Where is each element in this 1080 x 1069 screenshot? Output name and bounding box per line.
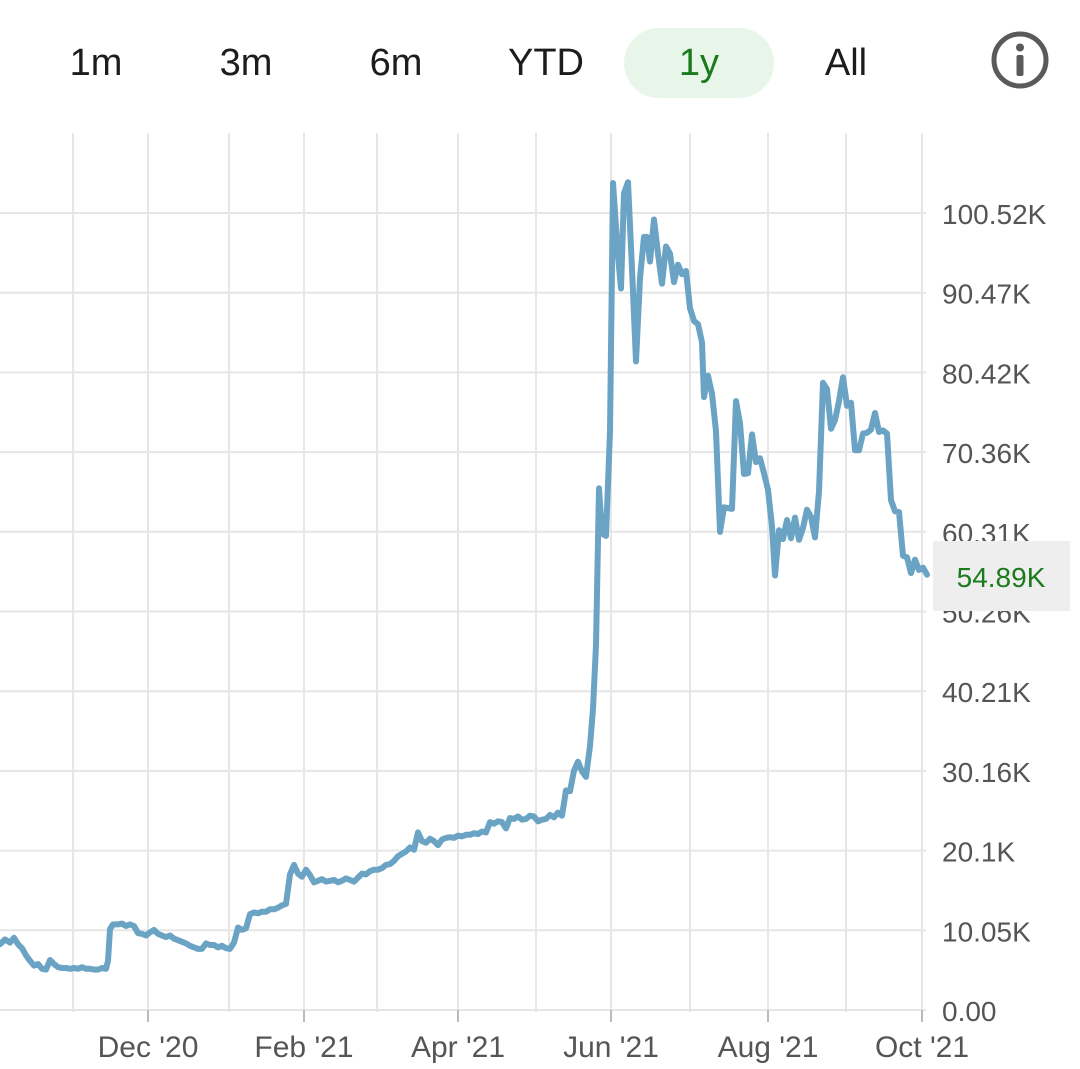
price-series-line <box>0 179 930 973</box>
x-tick-label: Feb '21 <box>254 1031 353 1064</box>
x-tick-label: Aug '21 <box>718 1031 819 1064</box>
y-tick-label: 30.16K <box>942 757 1031 788</box>
y-axis: 0.0010.05K20.1K30.16K40.21K50.26K60.31K7… <box>942 199 1047 1027</box>
current-price-label: 54.89K <box>957 562 1046 593</box>
x-tick-label: Dec '20 <box>98 1031 199 1064</box>
y-tick-label: 70.36K <box>942 438 1031 469</box>
range-3m-button[interactable]: 3m <box>219 41 273 84</box>
range-1y-button[interactable]: 1y <box>624 28 774 98</box>
chart-grid <box>0 133 926 1012</box>
y-tick-label: 40.21K <box>942 677 1031 708</box>
info-icon <box>991 31 1049 89</box>
range-1m-button[interactable]: 1m <box>69 41 123 84</box>
current-price-background <box>933 541 1070 611</box>
x-tick-label: Jun '21 <box>563 1031 659 1064</box>
y-tick-label: 20.1K <box>942 837 1015 868</box>
range-all-button[interactable]: All <box>824 41 868 84</box>
range-ytd-button[interactable]: YTD <box>508 41 584 84</box>
x-axis: Dec '20 Feb '21 Apr '21 Jun '21 Aug '21 Oct '… <box>98 1010 969 1064</box>
y-tick-label: 0.00 <box>942 996 997 1027</box>
y-tick-label: 10.05K <box>942 916 1031 947</box>
y-tick-label: 80.42K <box>942 358 1031 389</box>
range-selector: 1m 3m 6m YTD 1y All <box>0 0 1080 125</box>
x-tick-label: Apr '21 <box>411 1031 505 1064</box>
range-6m-button[interactable]: 6m <box>369 41 423 84</box>
current-price-badge: 54.89K <box>933 541 1070 611</box>
x-tick-label: Oct '21 <box>875 1031 969 1064</box>
y-tick-label: 100.52K <box>942 199 1047 230</box>
y-tick-label: 90.47K <box>942 279 1031 310</box>
info-button[interactable] <box>990 30 1050 90</box>
